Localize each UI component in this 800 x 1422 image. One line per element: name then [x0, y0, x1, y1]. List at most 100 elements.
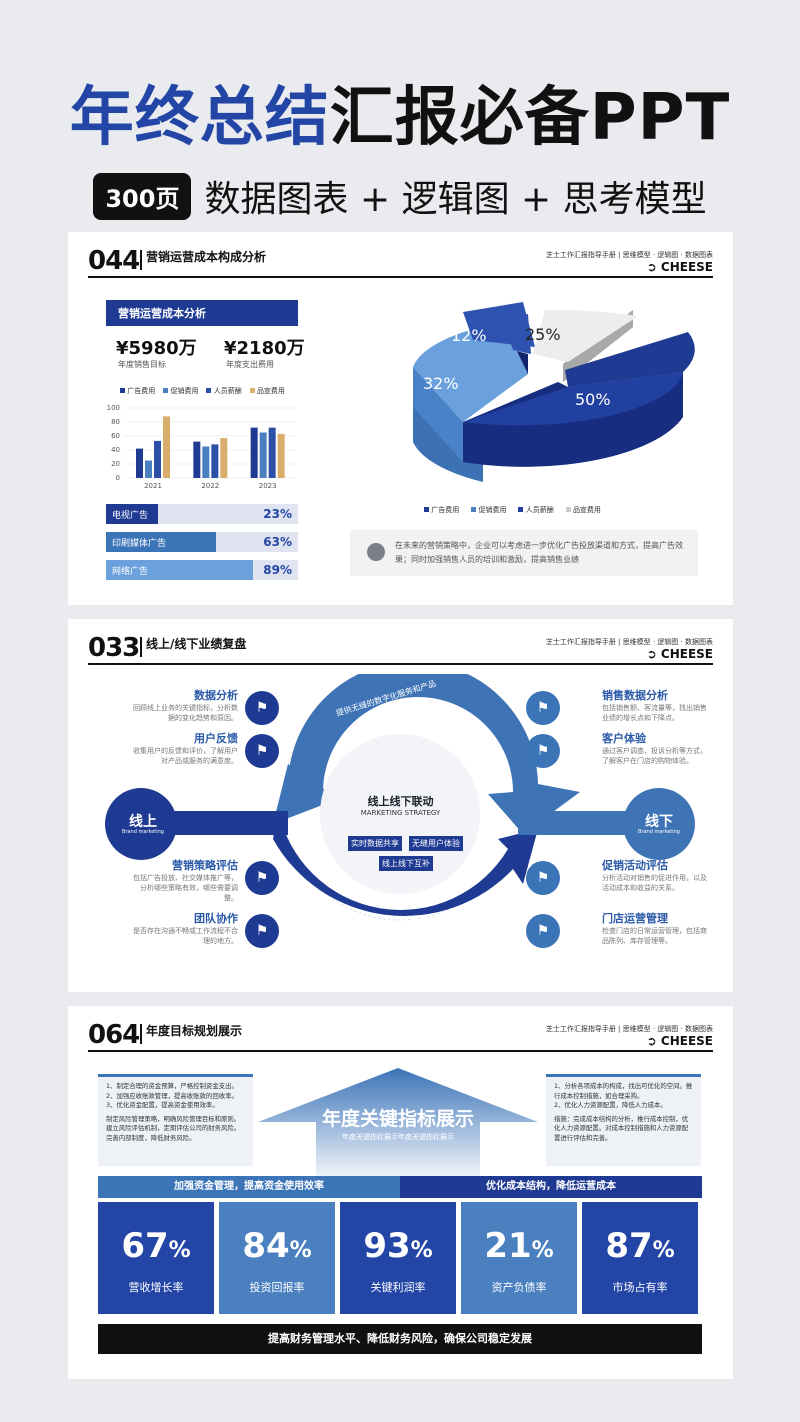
- kpi-unit: %: [289, 1238, 312, 1263]
- progress-percent: 89%: [263, 563, 292, 577]
- bar: [163, 416, 170, 478]
- slide-title: 线上/线下业绩复盘: [146, 637, 247, 651]
- x-tick-label: 2021: [144, 482, 162, 490]
- kpi-card: 93% 关键利润率: [340, 1202, 456, 1314]
- y-tick-label: 100: [107, 404, 120, 412]
- left-item-title: 数据分析: [194, 689, 238, 702]
- roof-shape: [258, 1068, 538, 1176]
- note-line: 制定风险管理策略，明确风险管理目标和原则。建立风险评估机制，定期评估公司的财务风…: [106, 1114, 241, 1142]
- progress-fill: 电视广告: [106, 504, 159, 524]
- brand-name: CHEESE: [660, 647, 713, 661]
- legend-item: 促销费用: [163, 386, 198, 396]
- flag-icon: ⚑: [526, 914, 560, 948]
- progress-percent: 23%: [263, 507, 292, 521]
- page-title: 年终总结汇报必备PPT: [0, 78, 800, 158]
- flag-icon: ⚑: [526, 691, 560, 725]
- slide-card-cost[interactable]: 044 营销运营成本构成分析 芝士工作汇报指导手册 | 思维模型 · 逻辑图 ·…: [68, 232, 733, 605]
- note-text: 在未来的营销策略中，企业可以考虑进一步优化广告投放渠道和方式，提高广告效果；同时…: [395, 541, 683, 564]
- right-item-desc: 分析活动对销售的促进作用，以及活动成本和收益的关系。: [602, 874, 707, 892]
- pie-label: 12%: [451, 326, 487, 345]
- bar: [250, 427, 258, 478]
- kpi-value: 84%: [242, 1226, 312, 1266]
- online-title: 线上: [129, 814, 157, 830]
- legend-item: 广告费用: [120, 386, 155, 396]
- left-item-title: 团队协作: [194, 912, 238, 925]
- title-divider: [140, 1024, 142, 1044]
- header-rule: [88, 663, 713, 665]
- slide-card-review[interactable]: 033 线上/线下业绩复盘 芝士工作汇报指导手册 | 思维模型 · 逻辑图 · …: [68, 619, 733, 992]
- tagline: 芝士工作汇报指导手册 | 思维模型 · 逻辑图 · 数据图表: [545, 1025, 713, 1033]
- slide-number: 033: [88, 633, 140, 663]
- kpi-label: 市场占有率: [612, 1281, 668, 1294]
- pie-chart: [413, 302, 695, 482]
- title-black: 汇报必备PPT: [329, 81, 731, 155]
- band-left: 加强资金管理，提高资金使用效率: [98, 1176, 400, 1198]
- note-line: 3、优化资金配置，提高资金使用效率。: [106, 1101, 219, 1109]
- kpi-label: 关键利润率: [370, 1281, 426, 1294]
- kpi-value: 87%: [605, 1226, 675, 1266]
- stat-sales-target: ¥5980万: [116, 338, 197, 359]
- tag: 线上线下互补: [379, 856, 433, 871]
- y-tick-label: 40: [111, 446, 120, 454]
- brand-logo: ➲ CHEESE: [647, 647, 713, 661]
- legend-item: 广告费用: [424, 505, 459, 515]
- kpi-unit: %: [531, 1238, 554, 1263]
- x-tick-label: 2023: [259, 482, 277, 490]
- offline-title: 线下: [645, 814, 673, 830]
- chevron-right-icon: ➲: [646, 260, 657, 274]
- brand-name: CHEESE: [660, 260, 713, 274]
- flag-icon: ⚑: [526, 734, 560, 768]
- roof-title: 年度关键指标展示: [321, 1108, 474, 1130]
- y-tick-label: 20: [111, 460, 120, 468]
- subtitle-text: 数据图表 + 逻辑图 + 思考模型: [204, 179, 707, 220]
- y-tick-label: 0: [116, 474, 120, 482]
- bar: [193, 441, 201, 478]
- pie-label: 50%: [575, 390, 611, 409]
- pie-legend: 广告费用 促销费用 人员薪酬 品宣费用: [424, 505, 601, 515]
- bar: [268, 427, 276, 478]
- right-item-title: 促销活动评估: [602, 859, 668, 872]
- kpi-label: 投资回报率: [249, 1281, 305, 1294]
- chevron-right-icon: ➲: [646, 1034, 657, 1048]
- note-line: 措施：完成成本结构的分析，推行成本控制，优化人力资源配置。对成本控制措施和人力资…: [554, 1114, 689, 1142]
- progress-fill: 印刷媒体广告: [106, 532, 216, 552]
- left-item-desc: 回顾线上业务的关键指标，分析数据的变化趋势和原因。: [133, 704, 238, 722]
- progress-row: 印刷媒体广告 63%: [106, 532, 298, 552]
- legend-item: 品宣费用: [565, 505, 601, 515]
- chevron-right-icon: ➲: [646, 647, 657, 661]
- right-item-title: 销售数据分析: [602, 689, 668, 702]
- kpi-unit: %: [168, 1238, 191, 1263]
- brand-name: CHEESE: [660, 1034, 713, 1048]
- slide-card-goals[interactable]: 064 年度目标规划展示 芝士工作汇报指导手册 | 思维模型 · 逻辑图 · 数…: [68, 1006, 733, 1379]
- slide-title: 营销运营成本构成分析: [146, 250, 267, 264]
- legend-item: 人员薪酬: [518, 505, 554, 515]
- bar: [145, 460, 152, 478]
- kpi-card: 87% 市场占有率: [582, 1202, 698, 1314]
- bar-legend: 广告费用 促销费用 人员薪酬 品宣费用: [120, 386, 310, 396]
- bar: [202, 446, 210, 478]
- progress-percent: 63%: [263, 535, 292, 549]
- right-item-desc: 通过客户调查、投诉分析等方式，了解客户在门店的购物体验。: [602, 747, 707, 765]
- slide-number: 064: [88, 1020, 140, 1050]
- bar: [136, 448, 143, 478]
- progress-fill: 网络广告: [106, 560, 254, 580]
- bar: [259, 432, 267, 478]
- legend-item: 品宣费用: [249, 386, 285, 396]
- cycle-diagram: [105, 674, 695, 921]
- left-item-desc: 收集用户的反馈和评价，了解用户对产品或服务的满意度。: [133, 747, 238, 765]
- header-rule: [88, 1050, 713, 1052]
- offline-sub: Brand marketing: [638, 829, 680, 835]
- kpi-unit: %: [410, 1238, 433, 1263]
- kpi-card: 84% 投资回报率: [219, 1202, 335, 1314]
- tag: 无缝用户体验: [409, 836, 463, 851]
- left-note: 1、制定合理的资金预算，严格控制资金支出。 2、加强应收账款管理，提高收账款的回…: [98, 1074, 253, 1166]
- stat-expense: ¥2180万: [224, 338, 305, 359]
- tag: 实时数据共享: [348, 836, 402, 851]
- brand-logo: ➲ CHEESE: [647, 260, 713, 274]
- note-line: 2、加强应收账款管理，提高收账款的回收率。: [106, 1091, 238, 1100]
- kpi-value: 67%: [121, 1226, 191, 1266]
- bar: [220, 438, 228, 478]
- tagline: 芝士工作汇报指导手册 | 思维模型 · 逻辑图 · 数据图表: [545, 251, 713, 259]
- flag-icon: ⚑: [245, 734, 279, 768]
- pie-label: 32%: [423, 374, 459, 393]
